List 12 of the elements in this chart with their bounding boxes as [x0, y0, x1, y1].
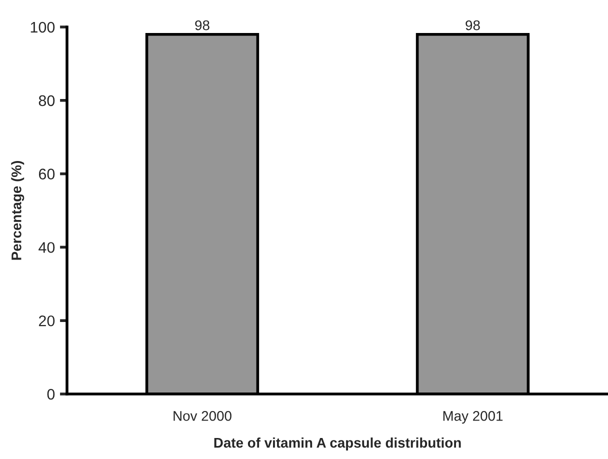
x-tick-label: Nov 2000: [174, 411, 232, 421]
y-tick-label: 100: [30, 22, 55, 33]
x-tick-label: May 2001: [443, 411, 503, 424]
data-label: 98: [195, 20, 210, 30]
y-tick-label: 60: [38, 168, 55, 180]
y-tick-label: 80: [38, 95, 55, 106]
x-axis-title: Date of vitamin A capsule distribution: [214, 438, 461, 450]
y-axis-title: Percentage (%): [11, 161, 24, 260]
y-tick-label: 0: [47, 388, 55, 400]
y-tick-label: 40: [38, 242, 55, 253]
y-tick-label: 20: [38, 315, 55, 326]
data-label: 98: [466, 20, 480, 30]
